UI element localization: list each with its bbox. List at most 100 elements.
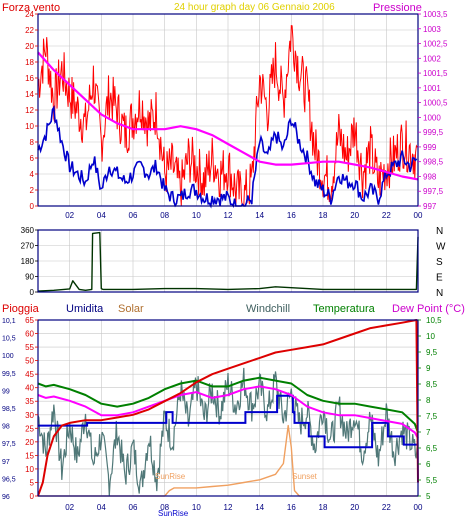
wind-y-tick-label: 16 [25,74,34,83]
compass-label: W [436,242,446,253]
temperature-y-tick-label: 6 [426,460,431,469]
pressure-y-tick-label: 999,5 [423,128,444,137]
compass-label: N [436,226,443,237]
axes-layer: 2422201816141210864201003,510031002,5100… [2,10,448,512]
compass-label: S [436,257,443,268]
pressure-y-tick-label: 1003 [423,25,441,34]
x-tick-label: 04 [97,503,106,512]
wind-y-tick-label: 20 [25,42,34,51]
rain-chart-frame [37,319,419,497]
humidity-scale-label: 97,5 [2,441,16,448]
rain-y-tick-label: 0 [30,492,35,501]
rain-y-tick-label: 20 [25,438,34,447]
x-tick-label: 12 [224,503,233,512]
rain-line [37,319,419,497]
pressure-y-tick-label: 1000,5 [423,99,448,108]
wind-y-tick-label: 22 [25,26,34,35]
wind-average-line [37,105,418,209]
pressure-line [37,51,419,181]
temperature-y-tick-label: 7 [426,428,431,437]
pressure-y-tick-label: 998 [423,172,437,181]
rain-y-tick-label: 35 [25,397,34,406]
pressure-y-tick-label: 997 [423,202,437,211]
wind-y-tick-label: 24 [25,10,34,19]
data-layer [37,24,419,497]
x-tick-label: 02 [65,211,74,220]
x-tick-label: 08 [160,503,169,512]
x-tick-label: 10 [192,211,201,220]
pressure-y-tick-label: 1001 [423,84,441,93]
sunrise-marker-label: SunRise [158,509,189,518]
temperature-y-tick-label: 7,5 [426,412,438,421]
x-tick-label: 18 [319,503,328,512]
rain-y-tick-label: 40 [25,384,34,393]
wind-y-tick-label: 18 [25,58,34,67]
pressure-y-tick-label: 1002 [423,54,441,63]
compass-label: E [436,273,443,284]
humidity-scale-label: 99,5 [2,371,16,378]
humidity-scale-label: 99 [2,388,10,395]
x-tick-label: 00 [414,503,423,512]
dewpoint-legend: Dew Point (°C) [392,303,465,315]
solar-legend: Solar [118,303,144,315]
humidity-legend: Umidita [66,303,104,315]
temperature-y-tick-label: 6,5 [426,444,438,453]
temperature-legend: Temperatura [313,303,376,315]
rain-y-tick-label: 55 [25,343,34,352]
humidity-scale-label: 100 [2,353,14,360]
x-tick-label: 16 [287,503,296,512]
direction-y-tick-label: 270 [21,242,35,251]
temperature-y-tick-label: 10,5 [426,316,442,325]
wind-y-tick-label: 12 [25,106,34,115]
temperature-y-tick-label: 5 [426,492,431,501]
wind-y-tick-label: 8 [30,138,35,147]
rain-y-tick-label: 5 [30,478,35,487]
rain-axis-label: Pioggia [2,303,40,315]
wind-y-tick-label: 14 [25,90,34,99]
x-tick-label: 20 [350,503,359,512]
wind-y-tick-label: 4 [30,170,35,179]
pressure-y-tick-label: 997,5 [423,187,444,196]
x-tick-label: 14 [255,503,264,512]
chart-title: 24 hour graph day 06 Gennaio 2006 [174,2,335,13]
pressure-y-tick-label: 1002,5 [423,40,448,49]
humidity-scale-label: 96,5 [2,476,16,483]
windchill-line [37,367,418,497]
temperature-line [37,376,419,433]
humidity-scale-label: 97 [2,459,10,466]
x-tick-label: 10 [192,503,201,512]
direction-y-tick-label: 360 [21,226,35,235]
wind-y-tick-label: 10 [25,122,34,131]
wind-y-tick-label: 0 [30,202,35,211]
rain-y-tick-label: 30 [25,411,34,420]
rain-y-tick-label: 50 [25,357,34,366]
humidity-scale-label: 10,5 [2,336,16,343]
direction-y-tick-label: 0 [30,288,35,297]
wind-direction-line [37,231,419,292]
pressure-y-tick-label: 1003,5 [423,10,448,19]
pressure-y-tick-label: 1001,5 [423,69,448,78]
dewpoint-line [37,385,419,439]
x-tick-label: 20 [350,211,359,220]
rain-y-tick-label: 15 [25,451,34,460]
wind-axis-label: Forza vento [2,2,60,14]
sunset-annotation: Sunset [292,472,318,481]
pressure-y-tick-label: 1000 [423,113,441,122]
pressure-y-tick-label: 999 [423,143,437,152]
x-tick-label: 18 [319,211,328,220]
temperature-y-tick-label: 8,5 [426,380,438,389]
temperature-y-tick-label: 10 [426,332,435,341]
x-tick-label: 06 [129,211,138,220]
x-tick-label: 14 [255,211,264,220]
x-tick-label: 12 [224,211,233,220]
humidity-scale-label: 98 [2,424,10,431]
direction-y-tick-label: 90 [25,273,34,282]
x-tick-label: 16 [287,211,296,220]
wind-y-tick-label: 2 [30,186,35,195]
wind-gust-line [37,24,418,207]
x-tick-label: 04 [97,211,106,220]
rain-y-tick-label: 25 [25,424,34,433]
humidity-scale-label: 96 [2,494,10,501]
x-tick-label: 06 [129,503,138,512]
